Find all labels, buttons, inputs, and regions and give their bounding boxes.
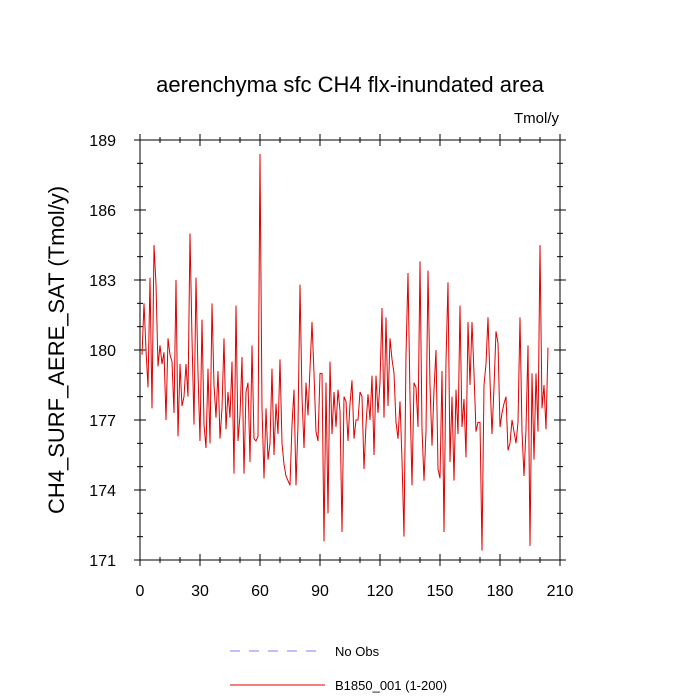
x-tick-label: 0 xyxy=(136,583,145,600)
x-tick-label: 150 xyxy=(427,583,454,600)
y-tick-label: 171 xyxy=(89,553,116,570)
y-tick-labels: 171 174 177 180 183 186 189 xyxy=(89,133,116,570)
series-line-b1850-001 xyxy=(141,153,549,551)
x-tick-label: 120 xyxy=(367,583,394,600)
x-tick-label: 180 xyxy=(487,583,514,600)
y-tick-label: 189 xyxy=(89,133,116,150)
legend-label-b1850-001: B1850_001 (1-200) xyxy=(335,678,447,693)
legend-label-no-obs: No Obs xyxy=(335,644,380,659)
y-tick-label: 180 xyxy=(89,343,116,360)
chart-title: aerenchyma sfc CH4 flx-inundated area xyxy=(156,72,544,97)
y-axis-label: CH4_SURF_AERE_SAT (Tmol/y) xyxy=(44,186,69,514)
y-tick-label: 177 xyxy=(89,413,116,430)
x-tick-label: 30 xyxy=(191,583,209,600)
x-tick-label: 60 xyxy=(251,583,269,600)
x-tick-label: 210 xyxy=(547,583,574,600)
y-tick-label: 174 xyxy=(89,483,116,500)
x-tick-label: 90 xyxy=(311,583,329,600)
y-tick-label: 186 xyxy=(89,203,116,220)
y-tick-label: 183 xyxy=(89,273,116,290)
axis-ticks xyxy=(134,134,566,566)
legend: No Obs B1850_001 (1-200) xyxy=(230,644,447,693)
x-tick-labels: 0 30 60 90 120 150 180 210 xyxy=(136,583,574,600)
units-label: Tmol/y xyxy=(514,110,560,127)
